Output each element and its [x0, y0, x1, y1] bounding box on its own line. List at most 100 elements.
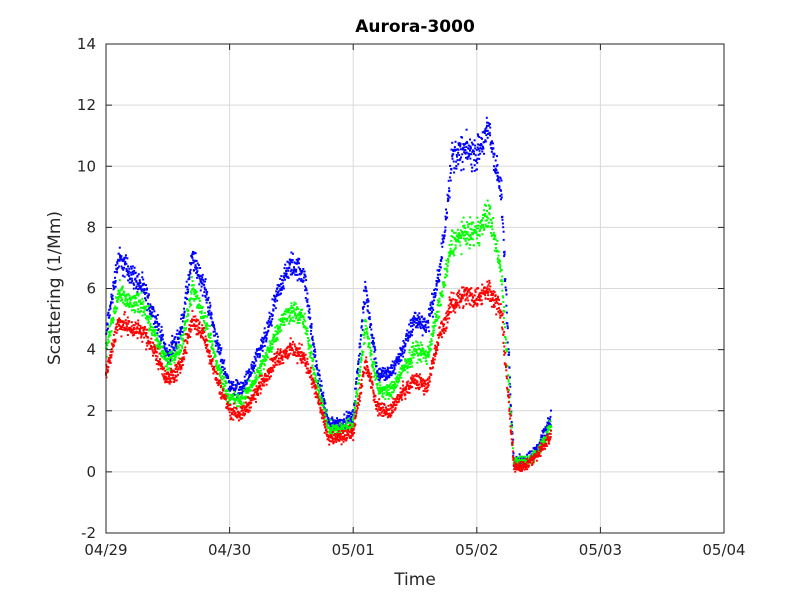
data-point [151, 311, 154, 314]
data-point [289, 262, 291, 265]
data-point [204, 335, 207, 338]
data-point [282, 362, 285, 365]
data-point [351, 425, 354, 428]
data-point [216, 378, 219, 381]
data-point [293, 268, 296, 271]
data-point [155, 339, 158, 342]
data-point [314, 383, 317, 386]
data-point [331, 422, 334, 425]
data-point [291, 316, 294, 319]
data-point [411, 334, 414, 337]
data-point [288, 314, 291, 317]
data-point [214, 371, 217, 373]
data-point [294, 262, 297, 265]
data-point [245, 382, 248, 385]
data-point [417, 384, 420, 386]
data-point [180, 364, 183, 367]
data-point [494, 238, 497, 241]
data-point [263, 331, 266, 334]
data-point [329, 428, 332, 431]
data-point [399, 395, 401, 398]
data-point [226, 407, 229, 410]
data-point [298, 277, 301, 280]
data-point [202, 337, 205, 340]
data-point [473, 152, 475, 155]
data-point [180, 361, 182, 363]
data-point [239, 416, 242, 419]
data-point [277, 348, 279, 351]
data-point [303, 270, 306, 273]
data-point [205, 293, 208, 296]
data-point [184, 349, 187, 352]
data-point [267, 329, 270, 332]
data-point [427, 382, 429, 385]
data-point [485, 129, 488, 132]
data-series [105, 116, 552, 469]
data-point [184, 285, 187, 288]
data-point [209, 332, 212, 335]
data-point [122, 294, 125, 296]
data-point [139, 332, 142, 335]
data-point [455, 153, 458, 156]
data-point [543, 429, 546, 432]
data-point [499, 260, 501, 263]
data-point [159, 341, 162, 344]
data-point [447, 195, 450, 198]
data-point [236, 405, 239, 408]
data-point [181, 359, 184, 362]
data-point [412, 323, 415, 326]
data-point [174, 368, 177, 370]
data-point [156, 314, 159, 316]
data-point [225, 382, 228, 385]
data-point [112, 339, 115, 342]
data-point [504, 336, 507, 339]
data-point [281, 358, 284, 361]
data-point [129, 301, 132, 304]
data-point [183, 351, 186, 354]
data-point [315, 381, 318, 384]
data-point [395, 403, 398, 406]
data-point [129, 327, 132, 329]
data-point [142, 300, 145, 303]
data-point [108, 360, 111, 363]
data-point [541, 438, 544, 441]
data-point [114, 310, 117, 313]
data-point [246, 405, 249, 408]
data-point [515, 455, 518, 458]
data-point [264, 378, 267, 381]
data-point [356, 392, 359, 395]
data-point [515, 459, 518, 462]
data-point [477, 143, 480, 146]
data-point [153, 331, 156, 333]
data-point [282, 287, 285, 290]
data-point [292, 269, 295, 272]
data-point [407, 365, 409, 368]
data-point [141, 326, 144, 329]
data-point [398, 379, 401, 382]
data-point [115, 296, 118, 299]
data-point [390, 391, 393, 394]
data-point [417, 388, 420, 391]
data-point [314, 350, 317, 353]
data-point [375, 361, 378, 364]
data-point [327, 436, 330, 439]
data-point [290, 347, 293, 350]
data-point [255, 378, 258, 381]
data-point [254, 381, 257, 384]
data-point [147, 315, 150, 318]
data-point [299, 355, 302, 358]
data-point [371, 364, 373, 367]
data-point [492, 217, 495, 219]
data-point [182, 316, 185, 319]
data-point [501, 295, 504, 298]
data-point [368, 375, 371, 377]
data-point [156, 334, 159, 337]
data-point [334, 438, 337, 441]
data-point [123, 262, 126, 265]
data-point [139, 310, 141, 313]
data-point [283, 272, 286, 275]
data-point [163, 376, 166, 379]
data-point [467, 234, 470, 237]
data-point [468, 152, 471, 155]
data-point [463, 146, 466, 149]
